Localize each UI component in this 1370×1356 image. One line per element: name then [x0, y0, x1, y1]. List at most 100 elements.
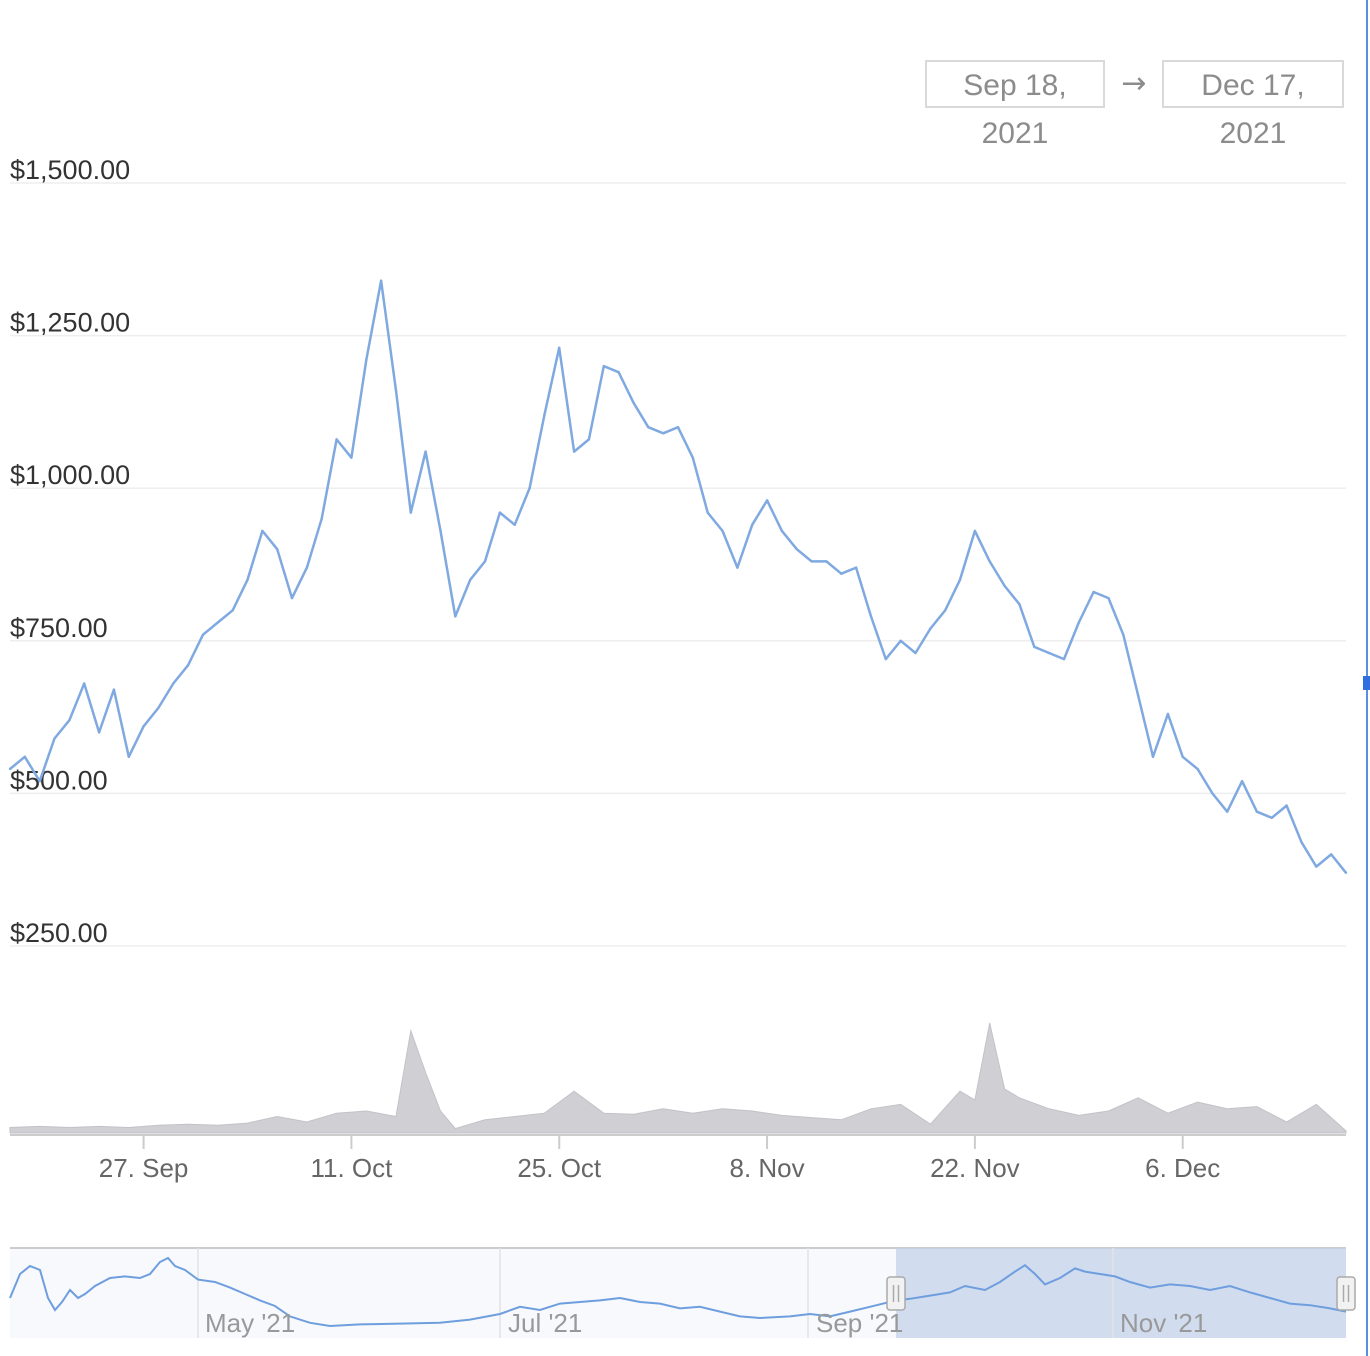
- navigator-tick-label: Sep '21: [816, 1308, 903, 1338]
- price-point: [780, 529, 784, 533]
- navigator-tick-label: Nov '21: [1120, 1308, 1207, 1338]
- scroll-marker[interactable]: [1363, 676, 1370, 690]
- y-tick-label: $1,250.00: [10, 308, 130, 338]
- x-tick-label: 6. Dec: [1145, 1153, 1220, 1183]
- price-point: [944, 609, 947, 612]
- price-point: [68, 719, 71, 722]
- price-point: [38, 780, 41, 783]
- price-point: [1255, 810, 1259, 813]
- price-point: [439, 529, 442, 533]
- price-point: [543, 413, 546, 417]
- price-point: [127, 755, 130, 758]
- price-point: [854, 566, 858, 569]
- price-point: [53, 737, 56, 740]
- price-point: [1315, 865, 1318, 868]
- price-point: [914, 651, 917, 655]
- x-axis: 27. Sep 11. Oct 25. Oct 8. Nov 22. Nov 6. Dec: [10, 1134, 1346, 1183]
- price-point: [1047, 651, 1051, 655]
- price-point: [602, 364, 605, 368]
- price-point: [1344, 871, 1348, 874]
- price-point: [1003, 584, 1006, 588]
- price-point: [1137, 694, 1140, 697]
- price-point: [1122, 633, 1125, 636]
- navigator-series-line: [9, 1256, 1347, 1328]
- price-point: [572, 450, 576, 453]
- x-tick-label: 22. Nov: [930, 1153, 1020, 1183]
- price-point: [305, 566, 309, 569]
- price-point: [1077, 621, 1081, 624]
- range-end-input[interactable]: Dec 17, 2021: [1162, 60, 1344, 150]
- price-point: [1226, 810, 1229, 813]
- price-point: [276, 548, 279, 551]
- price-point: [172, 682, 175, 685]
- price-point: [662, 432, 665, 435]
- price-point: [840, 572, 843, 575]
- price-series-line[interactable]: [9, 279, 1347, 874]
- navigator-tick-label: May '21: [205, 1308, 295, 1338]
- y-tick-label: $1,000.00: [10, 460, 130, 490]
- navigator-right-handle[interactable]: [1336, 1276, 1356, 1311]
- navigator[interactable]: May '21 Jul '21 Sep '21 Nov '21: [9, 1247, 1356, 1338]
- price-point: [379, 279, 383, 282]
- price-point: [231, 609, 234, 612]
- price-point: [201, 633, 205, 636]
- price-point: [290, 596, 294, 600]
- price-point: [1018, 603, 1021, 606]
- price-point: [676, 426, 680, 429]
- price-point: [528, 487, 531, 490]
- price-point: [83, 682, 86, 685]
- price-point: [1285, 804, 1288, 807]
- price-point: [1196, 767, 1199, 771]
- price-point: [246, 578, 249, 581]
- price-point: [469, 578, 472, 581]
- navigator-selected-range[interactable]: [896, 1248, 1346, 1338]
- price-point: [112, 688, 116, 691]
- price-point: [409, 511, 412, 514]
- price-point: [216, 621, 219, 624]
- navigator-tick-label: Jul '21: [508, 1308, 582, 1338]
- price-point: [632, 401, 635, 404]
- range-start-input[interactable]: Sep 18, 2021: [925, 60, 1105, 150]
- price-point: [795, 548, 798, 551]
- navigator-left-handle[interactable]: [886, 1276, 906, 1311]
- price-point: [142, 725, 145, 728]
- price-point: [157, 706, 160, 710]
- y-tick-label: $250.00: [10, 918, 108, 948]
- price-point: [929, 627, 932, 630]
- price-point: [186, 664, 190, 667]
- price-point: [483, 560, 487, 563]
- price-point: [1151, 755, 1155, 758]
- price-point: [721, 529, 724, 533]
- range-arrow-icon: →: [1121, 66, 1147, 101]
- price-point: [1211, 792, 1214, 795]
- price-point: [1330, 853, 1333, 856]
- price-point: [899, 639, 902, 642]
- price-point: [810, 560, 813, 563]
- price-point: [1092, 590, 1095, 594]
- price-point: [1300, 841, 1303, 844]
- price-point: [394, 389, 398, 392]
- price-point: [261, 529, 264, 533]
- y-axis-labels: $1,500.00 $1,250.00 $1,000.00 $750.00 $500.0…: [10, 155, 130, 948]
- price-point: [647, 426, 650, 429]
- price-point: [97, 731, 101, 734]
- price-point: [23, 755, 26, 758]
- price-point: [424, 450, 427, 453]
- volume-area-shape: [9, 1022, 1347, 1134]
- price-point: [884, 657, 887, 661]
- gridlines: [10, 182, 1346, 947]
- price-point: [454, 615, 457, 618]
- price-line[interactable]: [8, 279, 1348, 875]
- price-point: [1181, 755, 1184, 758]
- price-point: [365, 358, 368, 362]
- price-point: [350, 456, 353, 459]
- price-point: [498, 511, 502, 514]
- price-point: [706, 511, 709, 514]
- y-tick-label: $750.00: [10, 613, 108, 643]
- x-tick-label: 8. Nov: [729, 1153, 804, 1183]
- x-tick-label: 27. Sep: [99, 1153, 189, 1183]
- price-point: [736, 566, 739, 569]
- y-tick-label: $1,500.00: [10, 155, 130, 185]
- price-point: [691, 456, 694, 459]
